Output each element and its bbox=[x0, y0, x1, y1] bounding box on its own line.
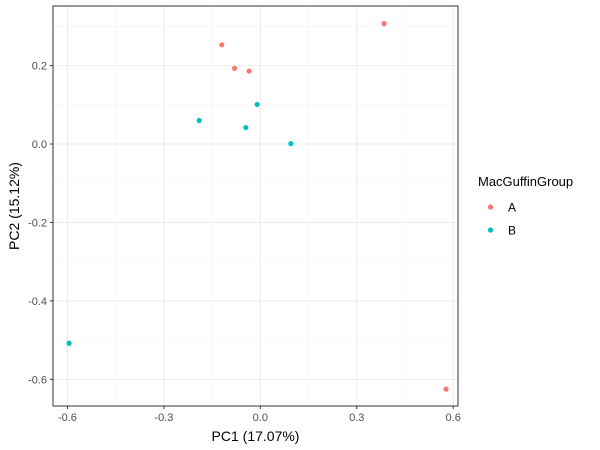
legend-key-b bbox=[487, 227, 494, 233]
x-tick-label: 0.3 bbox=[349, 412, 364, 424]
data-point-b bbox=[243, 124, 249, 131]
y-tick-label: -0.4 bbox=[28, 296, 47, 308]
x-tick-label: 0.0 bbox=[253, 412, 268, 424]
grid-lines bbox=[53, 6, 458, 406]
x-axis-title: PC1 (17.07%) bbox=[212, 428, 300, 444]
y-axis-title: PC2 (15.12%) bbox=[6, 162, 22, 250]
data-point-b bbox=[288, 141, 294, 147]
y-tick-label: -0.2 bbox=[28, 217, 47, 229]
x-axis: -0.6 -0.3 0.0 0.3 0.6 bbox=[58, 406, 461, 424]
legend-title: MacGuffinGroup bbox=[478, 174, 573, 189]
data-point-a bbox=[246, 68, 252, 74]
legend-item-b: B bbox=[487, 224, 516, 238]
y-tick-label: -0.6 bbox=[28, 374, 47, 386]
data-point-b bbox=[66, 340, 72, 346]
x-tick-label: -0.3 bbox=[154, 412, 173, 424]
data-point-a bbox=[381, 21, 387, 27]
data-point-a bbox=[443, 386, 449, 392]
legend: MacGuffinGroup A B bbox=[478, 174, 573, 238]
y-tick-label: 0.0 bbox=[32, 139, 47, 151]
y-tick-label: 0.2 bbox=[32, 61, 47, 73]
panel-border bbox=[52, 5, 459, 407]
data-point-b bbox=[254, 101, 260, 108]
x-tick-label: -0.6 bbox=[58, 412, 77, 424]
legend-label-b: B bbox=[508, 224, 516, 238]
data-point-a bbox=[232, 65, 238, 71]
legend-label-a: A bbox=[508, 201, 516, 215]
data-point-a bbox=[219, 42, 225, 48]
x-tick-label: 0.6 bbox=[446, 412, 461, 424]
data-point-b bbox=[196, 117, 202, 124]
legend-key-a bbox=[487, 204, 494, 210]
y-axis: -0.6 -0.4 -0.2 0.0 0.2 bbox=[28, 61, 53, 386]
data-points bbox=[66, 21, 449, 392]
legend-item-a: A bbox=[487, 201, 516, 215]
